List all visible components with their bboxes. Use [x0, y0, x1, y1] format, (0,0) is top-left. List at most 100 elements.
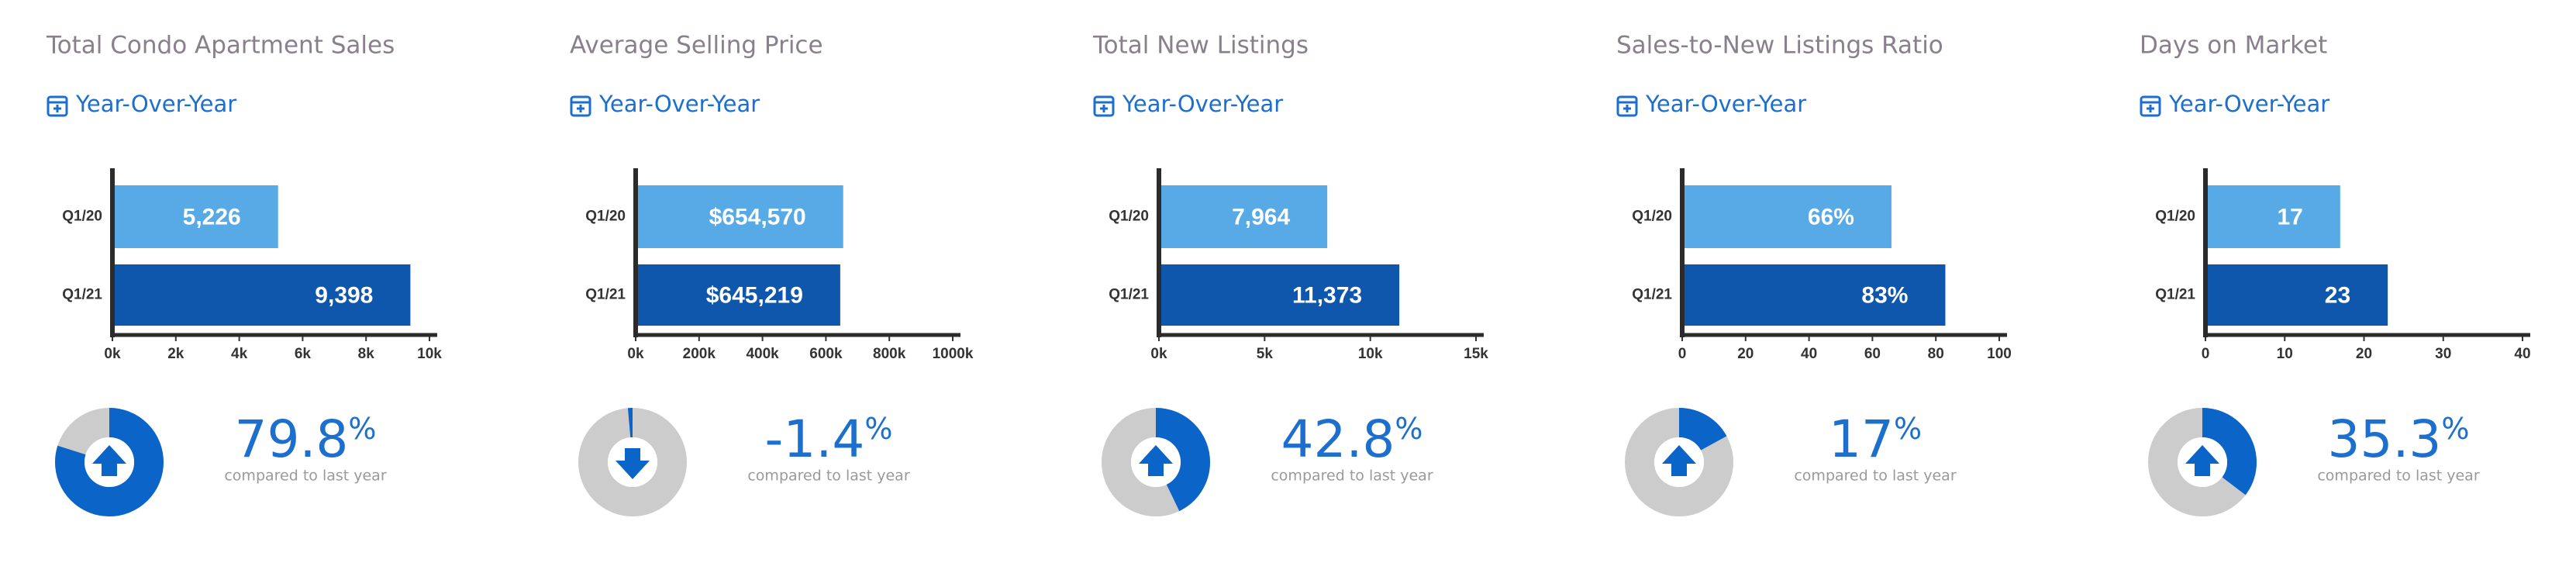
- x-tick-label: 10k: [1358, 346, 1383, 362]
- category-label: Q1/21: [62, 287, 102, 303]
- x-tick-label: 2k: [167, 346, 184, 362]
- value-label: $645,219: [706, 282, 803, 308]
- bar: [636, 185, 843, 248]
- value-label: 9,398: [315, 282, 373, 308]
- calendar-icon: [2140, 95, 2161, 117]
- x-tick-label: 0k: [104, 346, 121, 362]
- arrow-up: [2185, 445, 2219, 476]
- period-label: Year-Over-Year: [1645, 91, 1806, 117]
- bar: [1159, 264, 1400, 326]
- category-label: Q1/20: [62, 209, 102, 225]
- icon-plus: [53, 105, 61, 112]
- percent-unit: %: [864, 412, 892, 446]
- icon-body: [570, 95, 591, 117]
- x-tick-label: 60: [1864, 346, 1881, 362]
- x-tick-label: 30: [2435, 346, 2451, 362]
- value-label: 83%: [1861, 282, 1908, 308]
- panel-title: Average Selling Price: [570, 32, 823, 60]
- percent-value: -1.4: [765, 409, 865, 469]
- percent-value: 42.8: [1281, 409, 1395, 469]
- bar: [2205, 185, 2340, 248]
- x-tick-label: 0k: [1150, 346, 1167, 362]
- comparison-caption: compared to last year: [747, 468, 909, 485]
- value-label: $654,570: [709, 204, 806, 230]
- calendar-icon: [1616, 95, 1638, 117]
- percent-unit: %: [348, 412, 376, 446]
- category-label: Q1/20: [1632, 209, 1672, 225]
- x-tick-label: 10: [2277, 346, 2293, 362]
- icon-plus: [2147, 105, 2154, 112]
- bar: [636, 264, 840, 326]
- value-label: 17: [2277, 204, 2302, 230]
- percent-value: 79.8: [234, 409, 348, 469]
- x-tick-label: 20: [1737, 346, 1754, 362]
- x-tick-label: 600k: [809, 346, 843, 362]
- percent-change: 35.3%: [2327, 409, 2469, 469]
- value-label: 23: [2325, 282, 2350, 308]
- category-label: Q1/20: [585, 209, 626, 225]
- percent-unit: %: [1395, 412, 1422, 446]
- x-tick-label: 20: [2356, 346, 2372, 362]
- comparison-caption: compared to last year: [1271, 468, 1433, 485]
- bar: [112, 264, 411, 326]
- x-tick-label: 40: [2514, 346, 2530, 362]
- value-label: 5,226: [183, 204, 241, 230]
- donut-arc: [578, 408, 687, 516]
- icon-plus: [577, 105, 585, 112]
- percent-change: 79.8%: [234, 409, 376, 469]
- arrow-down: [616, 448, 650, 479]
- category-label: Q1/20: [1109, 209, 1149, 225]
- comparison-caption: compared to last year: [224, 468, 386, 485]
- bar: [1682, 185, 1891, 248]
- calendar-icon: [570, 95, 591, 117]
- panel-title: Sales-to-New Listings Ratio: [1616, 32, 1943, 60]
- panel-title: Total Condo Apartment Sales: [46, 32, 395, 60]
- bar: [2205, 264, 2388, 326]
- x-tick-label: 800k: [873, 346, 906, 362]
- x-tick-label: 8k: [358, 346, 375, 362]
- arrow-up: [1662, 445, 1696, 476]
- comparison-caption: compared to last year: [2317, 468, 2479, 485]
- icon-plus: [1623, 105, 1631, 112]
- x-tick-label: 80: [1928, 346, 1944, 362]
- x-tick-label: 200k: [683, 346, 716, 362]
- icon-body: [47, 95, 68, 117]
- x-tick-label: 4k: [231, 346, 248, 362]
- x-tick-label: 40: [1801, 346, 1817, 362]
- period-label: Year-Over-Year: [1122, 91, 1283, 117]
- bar: [1682, 264, 1946, 326]
- icon-plus: [1100, 105, 1108, 112]
- value-label: 7,964: [1232, 204, 1290, 230]
- panel-title: Days on Market: [2140, 32, 2327, 60]
- period-label: Year-Over-Year: [75, 91, 236, 117]
- percent-unit: %: [2441, 412, 2469, 446]
- x-tick-label: 1000k: [933, 346, 974, 362]
- category-label: Q1/20: [2155, 209, 2195, 225]
- bar: [112, 185, 278, 248]
- arrow-up: [1139, 445, 1173, 476]
- x-tick-label: 15k: [1464, 346, 1488, 362]
- category-label: Q1/21: [1632, 287, 1672, 303]
- percent-value: 35.3: [2327, 409, 2441, 469]
- donut-arc: [55, 408, 164, 516]
- category-label: Q1/21: [1109, 287, 1149, 303]
- period-label: Year-Over-Year: [2168, 91, 2329, 117]
- percent-value: 17: [1829, 409, 1894, 469]
- x-tick-label: 0k: [627, 346, 644, 362]
- donut-arc: [1102, 408, 1210, 516]
- icon-body: [2140, 95, 2161, 117]
- x-tick-label: 5k: [1257, 346, 1274, 362]
- value-label: 66%: [1808, 204, 1854, 230]
- value-label: 11,373: [1292, 282, 1362, 308]
- calendar-icon: [47, 95, 68, 117]
- period-label: Year-Over-Year: [598, 91, 760, 117]
- x-tick-label: 0: [2202, 346, 2210, 362]
- icon-body: [1616, 95, 1638, 117]
- percent-change: 42.8%: [1281, 409, 1422, 469]
- percent-change: 17%: [1829, 409, 1922, 469]
- x-tick-label: 0: [1678, 346, 1687, 362]
- x-tick-label: 100: [1987, 346, 2012, 362]
- donut-arc: [2148, 408, 2257, 516]
- donut-arc: [1625, 408, 1733, 516]
